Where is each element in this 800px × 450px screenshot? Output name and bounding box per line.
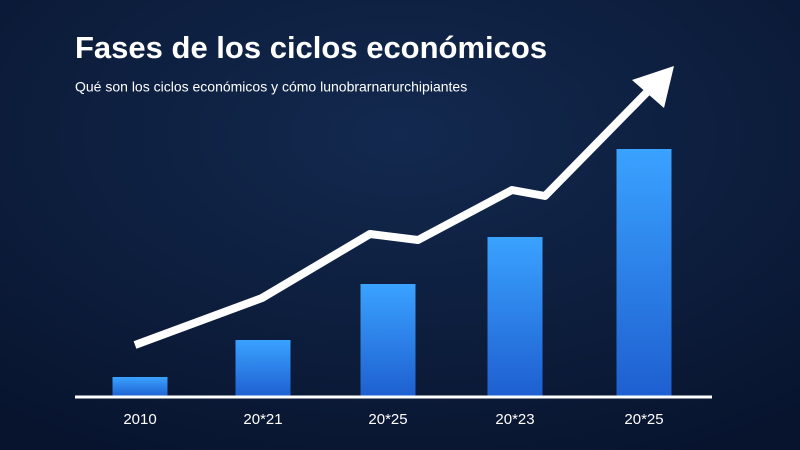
- x-tick-label: 2010: [123, 411, 156, 428]
- chart-title: Fases de los ciclos económicos: [75, 30, 547, 65]
- bar: [616, 149, 672, 397]
- bar: [360, 284, 416, 397]
- x-tick-label: 20*25: [624, 411, 663, 428]
- arrow-head: [632, 66, 674, 108]
- chart-subtitle: Qué son los ciclos económicos y cómo lun…: [75, 79, 467, 95]
- x-tick-label: 20*23: [495, 411, 534, 428]
- x-tick-label: 20*21: [243, 411, 282, 428]
- bar: [235, 340, 291, 397]
- bars: [112, 149, 672, 397]
- x-tick-label: 20*25: [368, 411, 407, 428]
- trend-arrow: [133, 81, 658, 349]
- bar: [112, 377, 168, 397]
- bar: [487, 237, 543, 397]
